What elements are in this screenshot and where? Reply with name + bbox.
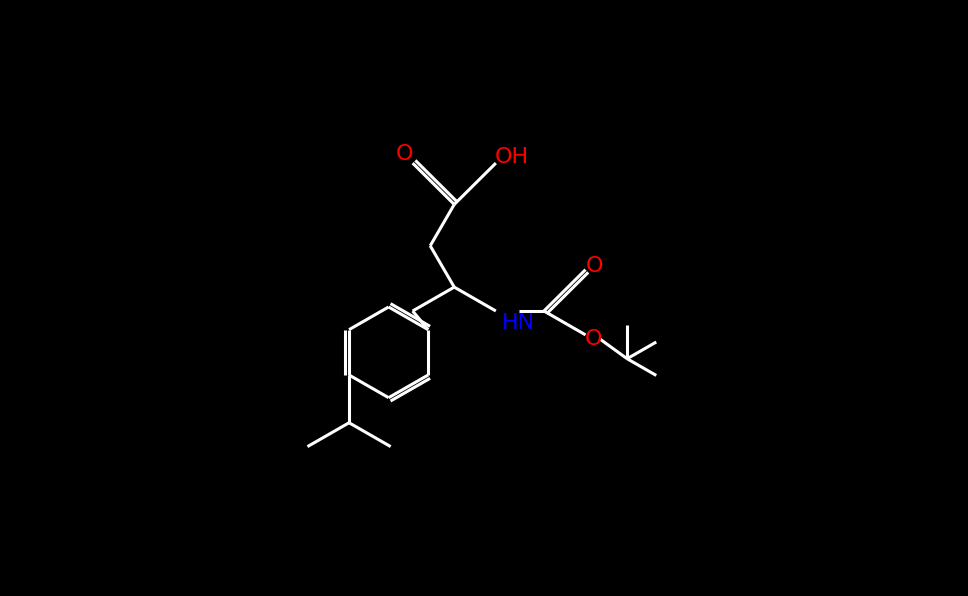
Text: O: O xyxy=(396,144,413,164)
Text: O: O xyxy=(586,256,604,276)
Text: O: O xyxy=(585,329,602,349)
Text: HN: HN xyxy=(502,312,535,333)
Text: OH: OH xyxy=(495,147,529,167)
